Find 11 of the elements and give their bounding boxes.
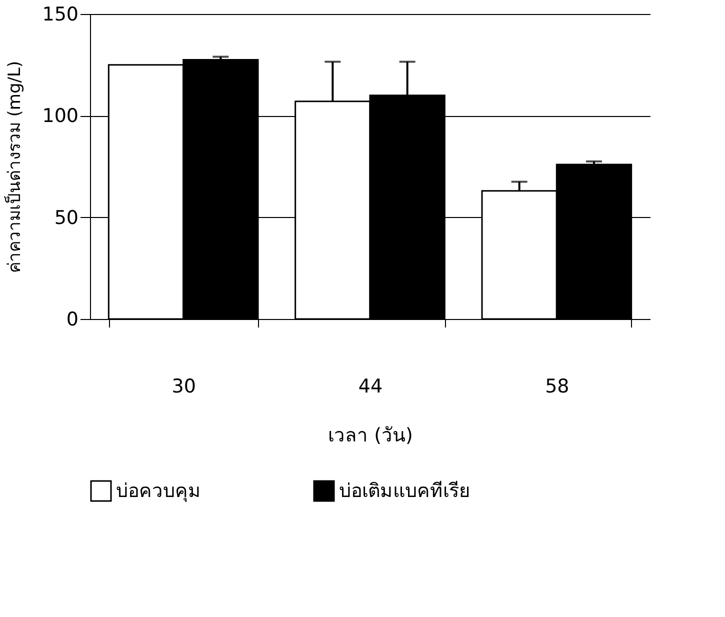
- y-axis-title: ค่าความเป็นด่างรวม (mg/L): [3, 60, 26, 274]
- x-axis-title: เวลา (วัน): [328, 424, 413, 446]
- y-tick-label: 50: [54, 206, 78, 229]
- x-tick-label: 30: [172, 376, 196, 398]
- x-tick-label: 44: [358, 376, 383, 398]
- y-tick-label: 0: [66, 308, 78, 330]
- legend-label: บ่อเติมแบคทีเรีย: [339, 480, 470, 502]
- legend-label: บ่อควบคุม: [116, 480, 201, 503]
- y-tick-label: 100: [42, 105, 78, 128]
- x-tick-label: 58: [545, 376, 570, 398]
- y-tick-label: 150: [42, 4, 78, 26]
